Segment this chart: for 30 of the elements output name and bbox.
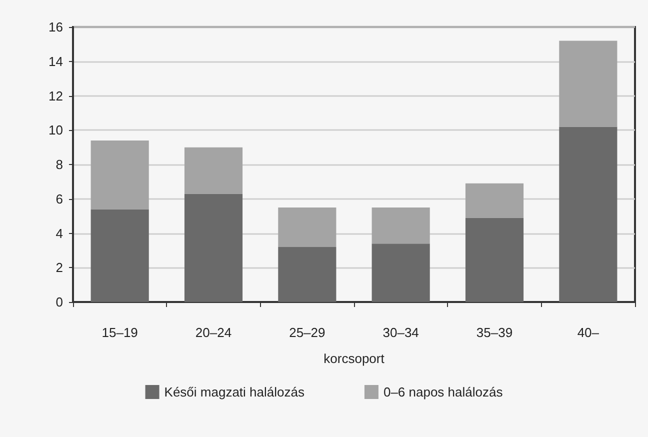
bar: [559, 126, 618, 302]
legend-label: Késői magzati halálozás: [164, 384, 305, 400]
x-tick-label: 15–19: [102, 325, 138, 340]
bar: [90, 140, 149, 210]
bar: [559, 40, 618, 127]
bar: [465, 183, 524, 218]
bar: [278, 207, 336, 247]
x-tick-label: 20–24: [195, 325, 232, 340]
y-tick-label: 10: [48, 122, 63, 138]
x-tick-label: 35–39: [476, 325, 513, 340]
y-tick-label: 4: [56, 226, 63, 241]
y-tick-label: 2: [56, 260, 63, 276]
legend-label: 0–6 napos halálozás: [383, 384, 504, 400]
bar: [372, 244, 430, 302]
bar: [465, 218, 524, 302]
bar: [372, 207, 430, 244]
y-tick-label: 14: [48, 54, 63, 69]
x-tick-label: 25–29: [289, 325, 326, 340]
x-tick-label: 40–: [577, 325, 600, 340]
bar: [184, 147, 243, 194]
y-tick-label: 16: [48, 20, 63, 34]
bar: [184, 194, 243, 302]
y-tick-label: 6: [56, 191, 63, 206]
x-tick-label: 30–34: [382, 325, 419, 340]
y-tick-label: 8: [56, 157, 63, 172]
y-tick-label: 12: [48, 88, 63, 104]
x-axis-title: korcsoport: [324, 351, 385, 366]
bar: [90, 209, 149, 302]
bar: [278, 247, 336, 302]
y-tick-label: 0: [56, 294, 63, 310]
